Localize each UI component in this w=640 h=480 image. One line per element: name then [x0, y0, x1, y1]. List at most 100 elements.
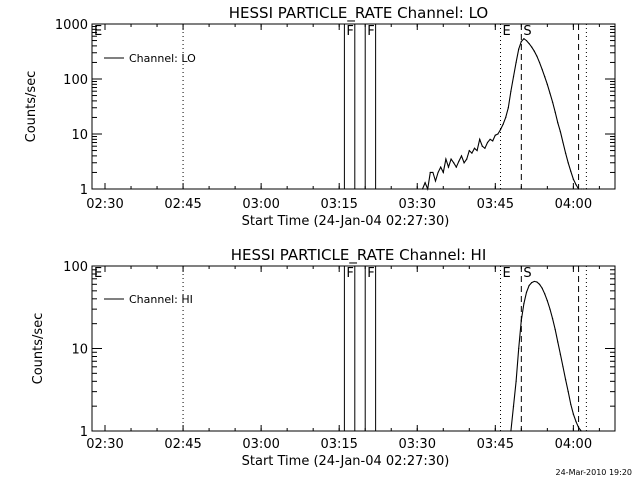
chart-1-data-point: [551, 318, 554, 320]
chart-0-data-point: [479, 138, 481, 140]
chart-0-title: HESSI PARTICLE_RATE Channel: LO: [229, 4, 488, 23]
chart-0-data-point: [460, 155, 463, 157]
chart-0-data-point: [486, 141, 489, 144]
chart-0-data-point: [455, 166, 457, 168]
chart-0-data-point: [564, 152, 567, 154]
chart-1-data-point: [575, 420, 577, 423]
chart-0-x-tick-label: 03:15: [320, 197, 357, 212]
chart-1-data-point: [531, 281, 533, 284]
chart-0-data-point: [447, 166, 450, 168]
chart-0-data-point: [476, 149, 478, 152]
chart-0-data-point: [585, 188, 587, 190]
chart-1-data-point: [572, 413, 574, 415]
chart-0-data-point: [554, 111, 556, 113]
chart-1-marker-label: F: [367, 266, 374, 281]
chart-1-y-axis-label: Counts/sec: [31, 313, 46, 385]
chart-0-data-point: [546, 83, 548, 85]
chart-1-data-point: [533, 280, 535, 283]
chart-0-data-point: [481, 145, 483, 147]
chart-0-data-point: [497, 133, 499, 135]
chart-0-data-point: [544, 76, 546, 78]
chart-0-data-point: [432, 171, 434, 174]
chart-1-data-point: [518, 347, 520, 350]
chart-0-data-point: [523, 38, 525, 40]
chart-1-data-point: [541, 287, 543, 289]
chart-0-data-point: [510, 90, 512, 92]
chart-0-x-axis-label: Start Time (24-Jan-04 02:27:30): [242, 214, 450, 229]
chart-1-y-tick-label: 1: [80, 425, 88, 440]
chart-1-data-point: [515, 380, 517, 382]
chart-1-data-point: [512, 405, 515, 407]
chart-0-data-point: [450, 158, 452, 160]
chart-0-data-point: [437, 171, 439, 174]
chart-0-data-point: [557, 122, 559, 124]
chart-1-data-point: [528, 284, 530, 287]
chart-0-data-point: [572, 178, 574, 180]
chart-0-data-point: [494, 134, 496, 136]
chart-0-x-tick-label: 03:45: [477, 197, 514, 212]
chart-1-marker-label: F: [346, 266, 353, 281]
chart-1-x-tick-label: 03:30: [399, 437, 436, 452]
chart-1-data-point: [557, 341, 559, 343]
chart-0-y-tick-label: 1000: [55, 18, 88, 33]
chart-0-data-point: [442, 171, 444, 174]
chart-0-y-tick-label: 10: [71, 128, 88, 143]
chart-0-data-point: [502, 123, 504, 125]
chart-1-data-point: [525, 291, 528, 293]
chart-0-data-point: [505, 116, 507, 119]
footer-timestamp: 24-Mar-2010 19:20: [556, 468, 633, 477]
chart-0-data-point: [531, 46, 533, 48]
chart-0-y-tick-label: 1: [80, 183, 88, 198]
chart-0-data-point: [445, 158, 447, 160]
chart-0-data-point: [440, 166, 442, 168]
chart-1-data-point: [577, 426, 580, 429]
chart-0-data-point: [471, 152, 473, 154]
chart-0-x-tick-label: 04:00: [555, 197, 592, 212]
chart-0-data-point: [424, 182, 426, 184]
chart-0-data-point: [559, 131, 561, 133]
chart-0-marker-label: F: [346, 24, 353, 39]
chart-1-x-tick-label: 02:30: [86, 437, 123, 452]
chart-0-x-tick-label: 03:00: [242, 197, 279, 212]
chart-0-data-point: [507, 107, 509, 109]
chart-0-data-point: [512, 76, 515, 78]
chart-1-y-tick-label: 100: [63, 260, 88, 275]
chart-0-data-point: [499, 129, 502, 131]
chart-0-data-point: [492, 140, 494, 142]
chart-0-x-tick-label: 02:30: [86, 197, 123, 212]
chart-0-data-point: [570, 170, 572, 172]
chart-1-data-point: [567, 391, 569, 393]
chart-0-data-point: [536, 55, 538, 57]
chart-1-data-point: [570, 403, 572, 406]
chart-0-marker-label: F: [367, 24, 374, 39]
chart-1-title: HESSI PARTICLE_RATE Channel: HI: [231, 246, 487, 265]
chart-1-data-point: [520, 319, 522, 321]
chart-0-data-point: [551, 101, 554, 103]
chart-0-y-tick-label: 100: [63, 73, 88, 88]
chart-0-data-point: [515, 61, 517, 64]
chart-1-data-point: [554, 328, 556, 331]
chart-0-data-point: [583, 188, 585, 190]
chart-1-marker-label: E: [503, 266, 511, 281]
chart-0-marker-label: E: [503, 24, 511, 39]
chart-0-data-point: [427, 188, 429, 190]
chart-0-data-point: [549, 92, 551, 94]
chart-1-x-axis-label: Start Time (24-Jan-04 02:27:30): [242, 454, 450, 469]
chart-1-data-point: [559, 353, 561, 355]
chart-0-marker-label: S: [523, 24, 531, 39]
chart-1-plot-frame: [91, 265, 616, 432]
chart-0-data-point: [458, 160, 460, 162]
chart-0-legend-label: Channel: LO: [129, 52, 196, 65]
chart-1-x-tick-label: 03:15: [320, 437, 357, 452]
chart-1-marker-label: S: [523, 266, 531, 281]
chart-1-data-point: [546, 300, 548, 302]
chart-0-data-point: [473, 147, 476, 149]
chart-0-data-point: [421, 188, 424, 190]
chart-0-data-point: [434, 180, 437, 182]
chart-1-y-tick-label: 10: [71, 343, 88, 358]
chart-0-x-tick-label: 02:45: [164, 197, 201, 212]
chart-0-y-axis-label: Counts/sec: [24, 71, 39, 143]
chart-1-legend-label: Channel: HI: [129, 293, 193, 306]
chart-0-data-point: [577, 188, 580, 190]
chart-1-x-tick-label: 02:45: [164, 437, 201, 452]
